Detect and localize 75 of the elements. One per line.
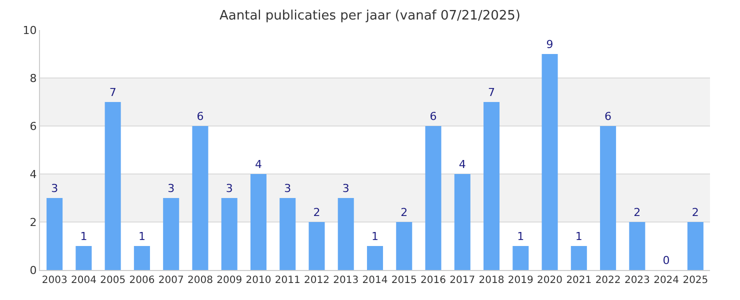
x-tick-label: 2020 bbox=[537, 275, 563, 286]
data-label: 3 bbox=[51, 182, 58, 195]
data-label: 1 bbox=[80, 230, 88, 243]
data-label: 2 bbox=[400, 206, 408, 219]
x-tick-label: 2007 bbox=[158, 275, 184, 286]
chart-title: Aantal publicaties per jaar (vanaf 07/21/2025) bbox=[220, 8, 520, 24]
x-tick-label: 2021 bbox=[566, 275, 592, 286]
data-label: 9 bbox=[546, 38, 554, 51]
data-label: 3 bbox=[342, 182, 350, 195]
x-tick-label: 2017 bbox=[450, 275, 476, 286]
x-tick-label: 2023 bbox=[624, 275, 650, 286]
y-tick-label: 10 bbox=[22, 24, 37, 37]
bar bbox=[163, 198, 180, 270]
bar bbox=[221, 198, 238, 270]
x-tick-label: 2013 bbox=[333, 275, 359, 286]
bar bbox=[600, 126, 616, 270]
data-label: 6 bbox=[604, 110, 612, 123]
x-tick-label: 2018 bbox=[478, 275, 504, 286]
y-tick-label: 4 bbox=[30, 168, 37, 181]
data-label: 2 bbox=[692, 206, 699, 219]
y-tick-label: 8 bbox=[30, 72, 37, 85]
data-label: 7 bbox=[488, 86, 496, 99]
data-label: 7 bbox=[109, 86, 116, 99]
x-tick-label: 2006 bbox=[129, 275, 155, 286]
data-label: 4 bbox=[458, 158, 466, 171]
data-label: 1 bbox=[575, 230, 582, 243]
x-tick-label: 2015 bbox=[391, 275, 417, 286]
bar bbox=[454, 174, 470, 270]
bar bbox=[134, 246, 150, 270]
data-label: 3 bbox=[284, 182, 292, 195]
x-tick-label: 2003 bbox=[42, 275, 68, 286]
bar bbox=[338, 198, 354, 270]
bar bbox=[425, 126, 442, 270]
x-tick-label: 2022 bbox=[595, 275, 621, 286]
data-label: 1 bbox=[138, 230, 146, 243]
bar bbox=[46, 198, 63, 270]
data-label: 0 bbox=[662, 254, 670, 267]
x-tick-label: 2016 bbox=[420, 275, 446, 286]
bar bbox=[512, 246, 529, 270]
data-label: 3 bbox=[226, 182, 233, 195]
bar bbox=[687, 222, 704, 270]
data-label: 6 bbox=[430, 110, 437, 123]
bar bbox=[76, 246, 92, 270]
data-label: 4 bbox=[254, 158, 262, 171]
bar bbox=[542, 54, 558, 270]
y-tick-label: 2 bbox=[30, 216, 37, 229]
bar bbox=[396, 222, 412, 270]
x-tick-label: 2019 bbox=[508, 275, 534, 286]
data-label: 2 bbox=[634, 206, 641, 219]
bar bbox=[484, 102, 500, 270]
data-label: 1 bbox=[372, 230, 378, 243]
x-tick-label: 2008 bbox=[187, 275, 213, 286]
bar bbox=[250, 174, 266, 270]
y-tick-label: 0 bbox=[30, 264, 37, 277]
data-label: 6 bbox=[196, 110, 204, 123]
data-label: 2 bbox=[313, 206, 320, 219]
y-tick-label: 6 bbox=[30, 120, 37, 133]
x-tick-label: 2024 bbox=[654, 275, 680, 286]
x-tick-label: 2004 bbox=[70, 275, 96, 286]
bar bbox=[366, 246, 384, 270]
x-tick-label: 2005 bbox=[100, 275, 126, 286]
data-label: 3 bbox=[168, 182, 175, 195]
data-label: 1 bbox=[517, 230, 524, 243]
bar bbox=[104, 102, 121, 270]
bar bbox=[629, 222, 646, 270]
x-tick-label: 2025 bbox=[682, 275, 708, 286]
x-tick-label: 2011 bbox=[274, 275, 300, 286]
bar bbox=[308, 222, 325, 270]
x-tick-label: 2012 bbox=[304, 275, 330, 286]
x-tick-label: 2009 bbox=[216, 275, 242, 286]
bar bbox=[280, 198, 296, 270]
bar bbox=[192, 126, 208, 270]
x-tick-label: 2010 bbox=[246, 275, 272, 286]
bar bbox=[570, 246, 587, 270]
x-tick-label: 2014 bbox=[362, 275, 388, 286]
